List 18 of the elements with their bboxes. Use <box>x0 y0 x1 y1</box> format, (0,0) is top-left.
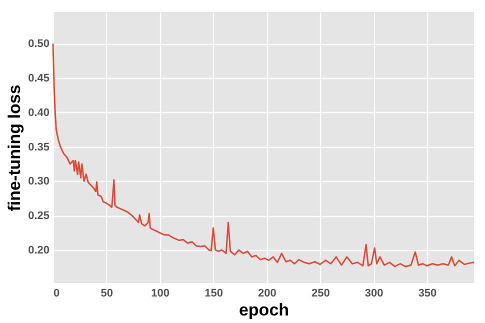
y-tick-label: 0.40 <box>28 106 50 119</box>
y-tick-label: 0.25 <box>28 210 50 222</box>
y-tick-label: 0.20 <box>28 244 50 256</box>
x-tick-label: 350 <box>418 288 437 300</box>
y-tick-label: 0.30 <box>28 176 50 188</box>
y-tick-label: 0.45 <box>28 72 50 85</box>
x-tick-label: 0 <box>54 288 60 300</box>
x-tick-label: 250 <box>311 288 330 300</box>
y-tick-label: 0.50 <box>28 38 50 50</box>
x-tick-label: 200 <box>258 288 276 300</box>
line-series <box>52 42 475 268</box>
x-tick-label: 50 <box>100 288 114 300</box>
x-tick-label: 100 <box>151 288 170 300</box>
y-tick-label: 0.35 <box>28 141 50 154</box>
x-axis-title: epoch <box>238 300 290 320</box>
x-tick-label: 300 <box>364 288 384 300</box>
y-axis-title: fine-tuning loss <box>5 84 24 212</box>
x-tick-label: 150 <box>204 288 223 300</box>
